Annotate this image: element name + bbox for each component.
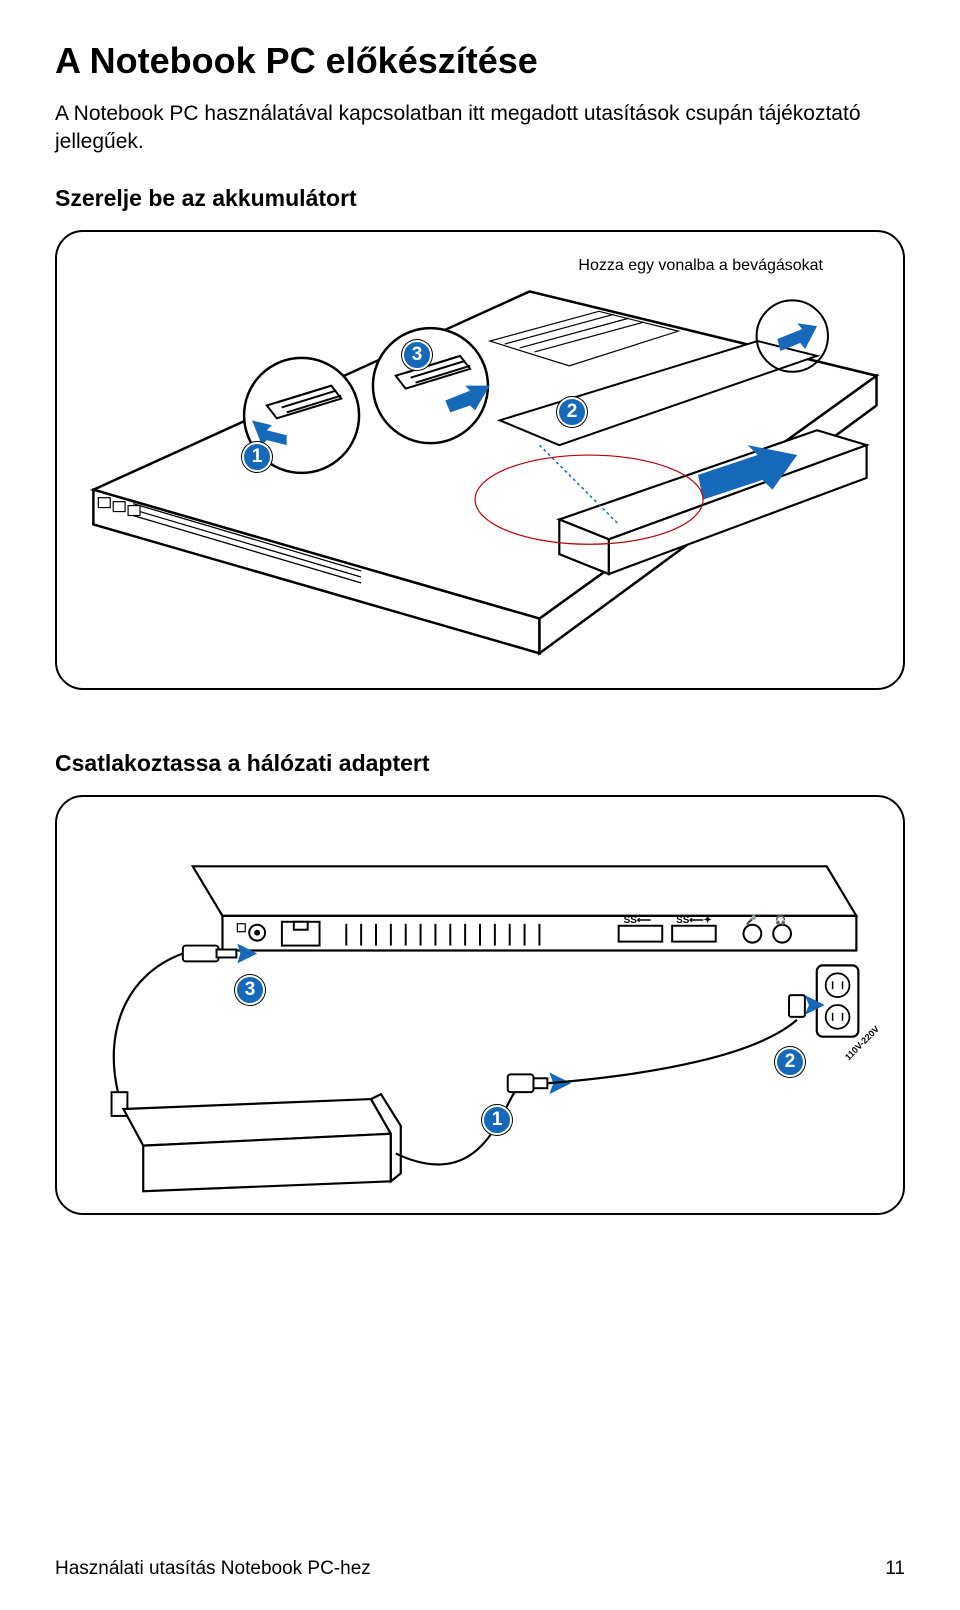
adapter-marker-1: 1: [482, 1105, 512, 1135]
footer-left: Használati utasítás Notebook PC-hez: [55, 1558, 371, 1580]
adapter-marker-3: 3: [235, 975, 265, 1005]
svg-text:SS⟵✦: SS⟵✦: [676, 914, 712, 925]
footer-page-number: 11: [885, 1558, 905, 1580]
diagram-battery-install: Hozza egy vonalba a bevágásokat: [55, 230, 905, 690]
marker-2: 2: [557, 397, 587, 427]
adapter-illustration: SS⟵ SS⟵✦ 🎤 🎧: [57, 797, 903, 1213]
intro-text: A Notebook PC használatával kapcsolatban…: [55, 100, 905, 157]
marker-3: 3: [402, 340, 432, 370]
svg-text:🎤: 🎤: [745, 913, 756, 924]
step1-heading: Szerelje be az akkumulátort: [55, 185, 905, 212]
step2-heading: Csatlakoztassa a hálózati adaptert: [55, 750, 905, 777]
svg-text:🎧: 🎧: [775, 913, 786, 924]
diagram-adapter-connect: SS⟵ SS⟵✦ 🎤 🎧: [55, 795, 905, 1215]
battery-illustration: [57, 232, 903, 688]
marker-1: 1: [242, 442, 272, 472]
svg-text:SS⟵: SS⟵: [624, 914, 651, 925]
adapter-marker-2: 2: [775, 1047, 805, 1077]
footer: Használati utasítás Notebook PC-hez 11: [55, 1558, 905, 1580]
page-title: A Notebook PC előkészítése: [55, 40, 905, 82]
